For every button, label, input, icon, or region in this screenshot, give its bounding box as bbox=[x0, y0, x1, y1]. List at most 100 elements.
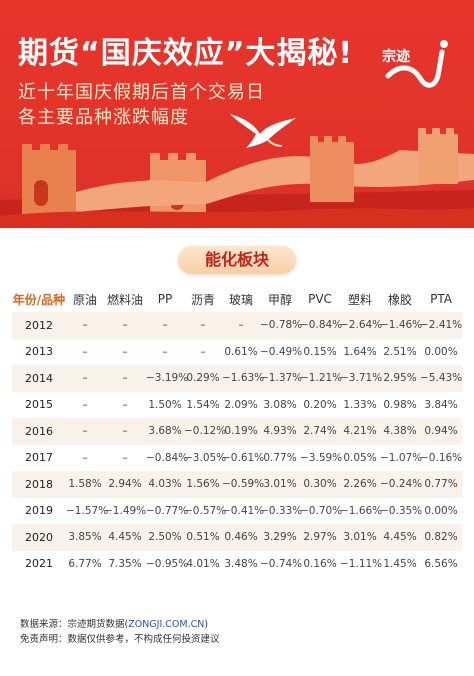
value-cell: −0.84% bbox=[300, 312, 342, 339]
value-cell: −0.70% bbox=[300, 504, 343, 517]
value-cell: −1.11% bbox=[340, 557, 383, 570]
value-cell: 3.85% bbox=[66, 524, 104, 551]
logo-mark-icon bbox=[385, 40, 448, 88]
value-cell: 6.56% bbox=[424, 557, 458, 570]
subtitle-line-2: 各主要品种涨跌幅度 bbox=[18, 107, 189, 128]
year-cell: 2019 bbox=[25, 504, 53, 518]
value-cell: 1.45% bbox=[383, 557, 417, 570]
value-cell: 4.01% bbox=[186, 557, 220, 570]
value-cell: 0.00% bbox=[424, 345, 458, 358]
value-cell: −1.21% bbox=[300, 365, 342, 392]
value-cell: −3.71% bbox=[340, 365, 382, 392]
value-cell: – bbox=[104, 365, 146, 392]
header-asphalt: 沥青 bbox=[190, 292, 215, 307]
value-cell: −0.78% bbox=[260, 312, 302, 339]
table-row: 2019 −1.57% −1.49% −0.77% −0.57% −0.41% −0.33%… bbox=[12, 498, 462, 525]
value-cell: −0.59% bbox=[222, 471, 264, 498]
value-cell: 1.56% bbox=[184, 471, 222, 498]
year-cell: 2015 bbox=[25, 398, 53, 412]
value-cell: 3.01% bbox=[260, 471, 300, 498]
value-cell: 0.77% bbox=[420, 471, 462, 498]
value-cell: −0.61% bbox=[222, 451, 265, 464]
value-cell: −1.46% bbox=[380, 312, 422, 339]
table-row: 2018 1.58% 2.94% 4.03% 1.56% −0.59% 3.01% 0.30%… bbox=[12, 471, 462, 498]
value-cell: – bbox=[122, 451, 128, 464]
table-row: 2021 6.77% 7.35% −0.95% 4.01% 3.48% −0.74% 0.16… bbox=[12, 551, 462, 578]
value-cell: −0.33% bbox=[260, 504, 303, 517]
value-cell: −3.19% bbox=[146, 365, 188, 392]
header-rubber: 橡胶 bbox=[387, 292, 412, 307]
header-plastic: 塑料 bbox=[347, 292, 372, 307]
year-cell: 2021 bbox=[25, 557, 53, 571]
table-header-row: 年份/品种 原油 燃料油 PP 沥青 玻璃 甲醇 PVC 塑料 橡胶 PTA bbox=[12, 286, 462, 312]
value-cell: 0.16% bbox=[303, 557, 337, 570]
value-cell: 2.50% bbox=[146, 524, 184, 551]
value-cell: – bbox=[104, 312, 146, 339]
value-cell: −0.77% bbox=[146, 504, 189, 517]
value-cell: 1.50% bbox=[148, 398, 182, 411]
header-year-product: 年份/品种 bbox=[12, 292, 66, 307]
value-cell: −0.49% bbox=[260, 345, 303, 358]
value-cell: 0.82% bbox=[420, 524, 462, 551]
value-cell: 3.08% bbox=[263, 398, 297, 411]
value-cell: 0.46% bbox=[222, 524, 260, 551]
value-cell: – bbox=[66, 418, 104, 445]
value-cell: 0.77% bbox=[263, 451, 297, 464]
year-cell: 2014 bbox=[12, 365, 66, 392]
value-cell: −0.41% bbox=[222, 504, 265, 517]
data-source-note: 数据来源：宗迹期货数据(ZONGJI.COM.CN) bbox=[20, 616, 208, 630]
logo-text: 宗迹 bbox=[382, 49, 410, 65]
header-pp: PP bbox=[157, 292, 173, 306]
value-cell: 0.20% bbox=[303, 398, 337, 411]
value-cell: 2.09% bbox=[224, 398, 258, 411]
value-cell: – bbox=[122, 345, 128, 358]
value-cell: – bbox=[104, 418, 146, 445]
value-cell: – bbox=[82, 451, 88, 464]
year-cell: 2013 bbox=[25, 345, 53, 359]
subtitle-line-1: 近十年国庆假期后首个交易日 bbox=[18, 82, 265, 103]
value-cell: – bbox=[122, 398, 128, 411]
value-cell: 2.97% bbox=[300, 524, 340, 551]
section-tab-energy-chemicals: 能化板块 bbox=[178, 246, 296, 274]
value-cell: −3.59% bbox=[300, 451, 343, 464]
value-cell: 0.30% bbox=[300, 471, 340, 498]
year-cell: 2012 bbox=[12, 312, 66, 339]
value-cell: 4.45% bbox=[380, 524, 420, 551]
header-pta: PTA bbox=[430, 292, 452, 306]
value-cell: −2.64% bbox=[340, 312, 382, 339]
dove-icon bbox=[230, 114, 296, 148]
table-row: 2013 – – – – 0.61% −0.49% 0.15% 1.64% 2.51% 0.00% bbox=[12, 339, 462, 366]
table-row: 2012– – – – – −0.78% −0.84% −2.64% −1.46% −2.41% bbox=[12, 312, 462, 339]
year-cell: 2020 bbox=[12, 524, 66, 551]
value-cell: 0.19% bbox=[222, 418, 260, 445]
value-cell: −0.16% bbox=[420, 451, 463, 464]
year-cell: 2016 bbox=[12, 418, 66, 445]
source-link[interactable]: ZONGJI.COM.CN bbox=[128, 619, 205, 630]
value-cell: – bbox=[222, 312, 260, 339]
header-fuel-oil: 燃料油 bbox=[106, 292, 143, 307]
value-cell: – bbox=[184, 312, 222, 339]
value-cell: 4.38% bbox=[380, 418, 420, 445]
value-cell: 0.05% bbox=[343, 451, 377, 464]
value-cell: −0.74% bbox=[260, 557, 303, 570]
value-cell: −2.41% bbox=[420, 312, 462, 339]
value-cell: – bbox=[162, 345, 168, 358]
table-row: 2020 3.85% 4.45% 2.50% 0.51% 0.46% 3.29% 2.97% 3… bbox=[12, 524, 462, 551]
brand-logo: 宗迹 bbox=[382, 36, 462, 106]
value-cell: 0.29% bbox=[184, 365, 222, 392]
value-cell: −1.57% bbox=[66, 504, 109, 517]
value-cell: 1.33% bbox=[343, 398, 377, 411]
value-cell: 0.51% bbox=[184, 524, 222, 551]
value-cell: −5.43% bbox=[420, 365, 462, 392]
value-cell: −1.63% bbox=[222, 365, 264, 392]
year-cell: 2018 bbox=[12, 471, 66, 498]
value-cell: 4.21% bbox=[340, 418, 380, 445]
value-cell: −0.95% bbox=[146, 557, 189, 570]
value-cell: 6.77% bbox=[68, 557, 102, 570]
table-row: 2017 – – −0.84% −3.05% −0.61% 0.77% −3.59% 0.05%… bbox=[12, 445, 462, 472]
value-cell: 2.26% bbox=[340, 471, 380, 498]
value-cell: −1.49% bbox=[104, 504, 147, 517]
table-row: 2014– – −3.19% 0.29% −1.63% −1.37% −1.21% −3.71… bbox=[12, 365, 462, 392]
source-label: 数据来源：宗迹期货数据( bbox=[20, 619, 129, 630]
value-cell: 4.45% bbox=[104, 524, 146, 551]
